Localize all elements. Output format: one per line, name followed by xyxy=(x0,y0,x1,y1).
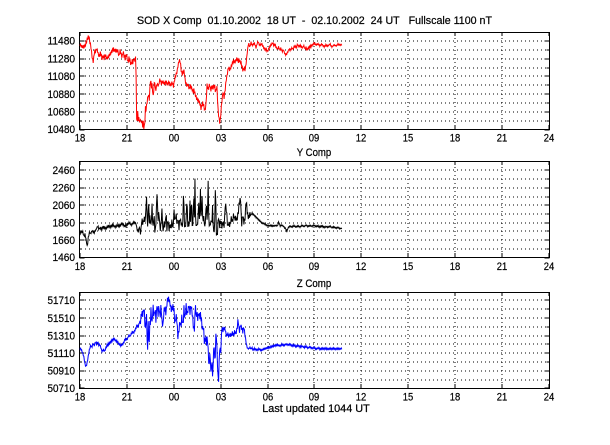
svg-text:2060: 2060 xyxy=(53,200,76,212)
svg-text:SOD X Comp 01.10.2002 18 UT: SOD X Comp 01.10.2002 18 UT - 02.10.2002… xyxy=(137,15,492,27)
svg-text:09: 09 xyxy=(309,392,320,404)
svg-text:10880: 10880 xyxy=(48,89,76,101)
svg-text:09: 09 xyxy=(309,261,320,273)
svg-text:51710: 51710 xyxy=(48,295,76,307)
svg-text:18: 18 xyxy=(450,392,461,404)
svg-text:06: 06 xyxy=(263,133,274,145)
svg-text:24: 24 xyxy=(544,261,555,273)
svg-text:15: 15 xyxy=(403,261,414,273)
svg-text:18: 18 xyxy=(450,261,461,273)
svg-text:18: 18 xyxy=(450,133,461,145)
svg-text:51510: 51510 xyxy=(48,313,76,325)
svg-text:12: 12 xyxy=(356,133,367,145)
svg-text:12: 12 xyxy=(356,261,367,273)
svg-text:1860: 1860 xyxy=(53,217,76,229)
svg-text:11480: 11480 xyxy=(48,36,76,48)
svg-text:00: 00 xyxy=(169,261,180,273)
svg-text:50910: 50910 xyxy=(48,366,76,378)
svg-text:51310: 51310 xyxy=(48,330,76,342)
svg-text:12: 12 xyxy=(356,392,367,404)
svg-text:18: 18 xyxy=(75,392,86,404)
svg-text:09: 09 xyxy=(309,133,320,145)
svg-text:21: 21 xyxy=(122,133,133,145)
svg-text:11280: 11280 xyxy=(48,53,76,65)
svg-text:10680: 10680 xyxy=(48,107,76,119)
svg-text:21: 21 xyxy=(497,133,508,145)
svg-text:03: 03 xyxy=(216,392,227,404)
svg-text:50710: 50710 xyxy=(48,383,76,395)
svg-text:Last updated 1044 UT: Last updated 1044 UT xyxy=(262,403,370,415)
svg-text:15: 15 xyxy=(403,133,414,145)
svg-text:2260: 2260 xyxy=(53,183,76,195)
svg-text:24: 24 xyxy=(544,133,555,145)
svg-text:21: 21 xyxy=(122,261,133,273)
svg-text:21: 21 xyxy=(497,392,508,404)
svg-text:00: 00 xyxy=(169,133,180,145)
svg-text:18: 18 xyxy=(75,133,86,145)
svg-text:00: 00 xyxy=(169,392,180,404)
svg-text:06: 06 xyxy=(263,261,274,273)
svg-text:10480: 10480 xyxy=(48,124,76,136)
svg-text:Y Comp: Y Comp xyxy=(297,147,332,159)
svg-text:2460: 2460 xyxy=(53,165,76,177)
svg-text:1460: 1460 xyxy=(53,252,76,264)
svg-text:11080: 11080 xyxy=(48,71,76,83)
svg-text:21: 21 xyxy=(122,392,133,404)
svg-text:21: 21 xyxy=(497,261,508,273)
svg-text:Z Comp: Z Comp xyxy=(297,278,332,290)
svg-text:24: 24 xyxy=(544,392,555,404)
svg-text:51110: 51110 xyxy=(48,348,76,360)
svg-text:1660: 1660 xyxy=(53,235,76,247)
svg-text:18: 18 xyxy=(75,261,86,273)
svg-text:06: 06 xyxy=(263,392,274,404)
svg-text:15: 15 xyxy=(403,392,414,404)
svg-text:03: 03 xyxy=(216,133,227,145)
svg-text:03: 03 xyxy=(216,261,227,273)
